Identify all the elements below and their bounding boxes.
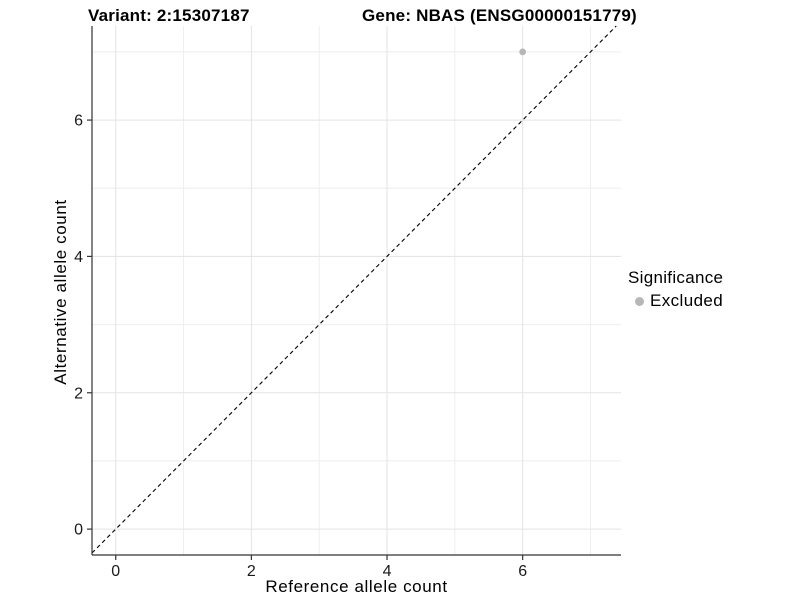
x-tick-label: 4: [383, 563, 392, 580]
y-tick-label: 2: [74, 385, 83, 402]
legend-title: Significance: [628, 268, 724, 287]
x-tick-label: 2: [247, 563, 256, 580]
legend-item-excluded: Excluded: [628, 291, 723, 311]
x-tick-label: 6: [518, 563, 527, 580]
legend-point-icon: [635, 296, 644, 306]
legend: Significance Excluded: [628, 268, 723, 311]
legend-item-label: Excluded: [650, 291, 724, 310]
identity-dashed-line: [91, 25, 617, 554]
y-tick-label: 0: [74, 522, 83, 539]
data-point: [519, 48, 527, 56]
x-tick-label: 0: [111, 563, 120, 580]
y-tick-label: 6: [74, 113, 83, 130]
y-axis-label: Alternative allele count: [51, 199, 70, 385]
plot-title-gene: Gene: NBAS (ENSG00000151779): [362, 6, 637, 25]
plot-title-variant: Variant: 2:15307187: [88, 6, 250, 25]
x-axis-label: Reference allele count: [265, 577, 448, 596]
y-tick-label: 4: [74, 249, 83, 266]
